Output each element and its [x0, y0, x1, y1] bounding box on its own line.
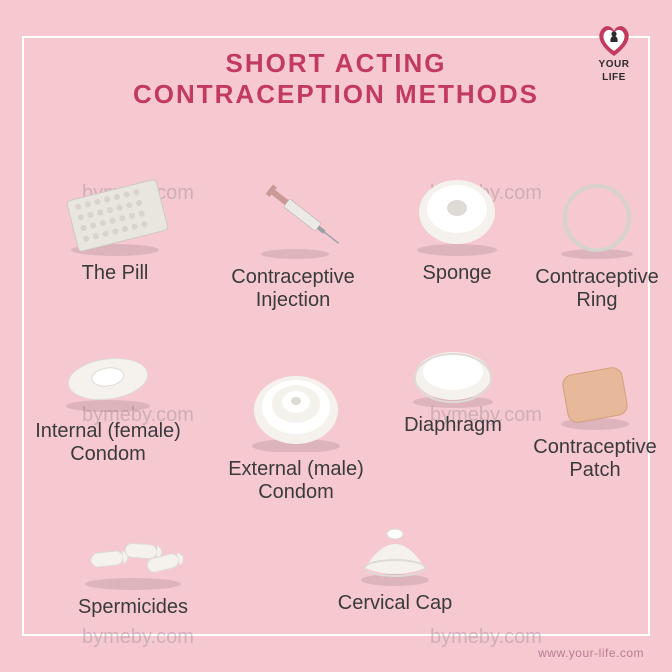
- female-condom-icon: [8, 344, 208, 414]
- title: SHORT ACTING CONTRACEPTION METHODS: [0, 48, 672, 110]
- item-female-condom: Internal (female)Condom: [8, 344, 208, 466]
- item-label: Sponge: [382, 262, 532, 285]
- spermicides-icon: [38, 516, 228, 590]
- cervical-cap-icon: [300, 510, 490, 586]
- patch-icon: [518, 360, 672, 430]
- item-patch: ContraceptivePatch: [518, 360, 672, 482]
- item-sponge: Sponge: [382, 168, 532, 285]
- item-label: ContraceptivePatch: [518, 436, 672, 482]
- item-diaphragm: Diaphragm: [368, 336, 538, 437]
- item-ring: ContraceptiveRing: [522, 180, 672, 312]
- item-label: Spermicides: [38, 596, 228, 619]
- infographic-canvas: YOUR LIFE SHORT ACTING CONTRACEPTION MET…: [0, 0, 672, 672]
- item-pill: The Pill: [30, 178, 200, 285]
- item-injection: ContraceptiveInjection: [198, 176, 388, 312]
- sponge-icon: [382, 168, 532, 256]
- title-line-2: CONTRACEPTION METHODS: [0, 79, 672, 110]
- item-male-condom: External (male)Condom: [196, 356, 396, 504]
- ring-icon: [522, 180, 672, 260]
- item-spermicides: Spermicides: [38, 516, 228, 619]
- item-label: ContraceptiveInjection: [198, 266, 388, 312]
- item-label: External (male)Condom: [196, 458, 396, 504]
- male-condom-icon: [196, 356, 396, 452]
- item-label: ContraceptiveRing: [522, 266, 672, 312]
- item-label: The Pill: [30, 262, 200, 285]
- injection-icon: [198, 176, 388, 260]
- title-line-1: SHORT ACTING: [0, 48, 672, 79]
- pill-icon: [30, 178, 200, 256]
- item-label: Cervical Cap: [300, 592, 490, 615]
- item-cervical-cap: Cervical Cap: [300, 510, 490, 615]
- footer-url: www.your-life.com: [538, 646, 644, 660]
- item-label: Internal (female)Condom: [8, 420, 208, 466]
- item-label: Diaphragm: [368, 414, 538, 437]
- diaphragm-icon: [368, 336, 538, 408]
